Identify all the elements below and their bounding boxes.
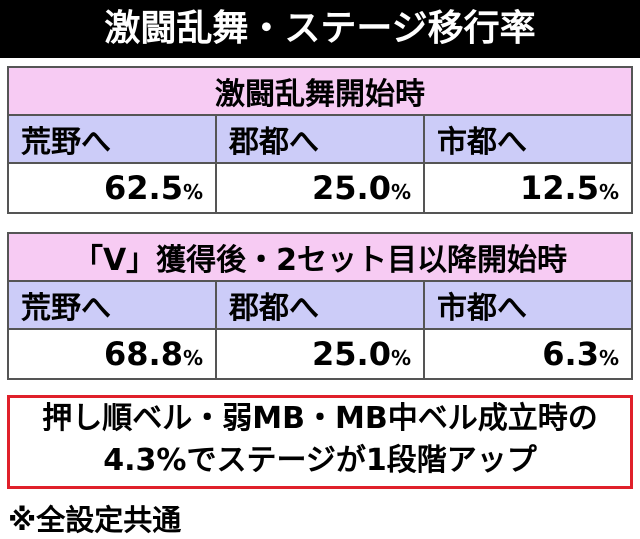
title: 激闘乱舞・ステージ移行率 [0, 0, 640, 58]
column-label: 荒野へ [7, 280, 217, 330]
value-unit: % [390, 346, 411, 370]
column-label: 市都へ [423, 280, 633, 330]
footnote: ※全設定共通 [8, 503, 182, 537]
note-line: 押し順ベル・弱MB・MB中ベル成立時の [42, 401, 598, 436]
value-unit: % [390, 180, 411, 204]
column-row: 荒野へ 郡都へ 市都へ [7, 114, 633, 164]
value-row: 68.8% 25.0% 6.3% [7, 328, 633, 380]
value-number: 12.5 [520, 169, 599, 207]
table-title: 「V」獲得後・2セット目以降開始時 [7, 232, 633, 282]
value-cell: 25.0% [215, 162, 425, 214]
value-row: 62.5% 25.0% 12.5% [7, 162, 633, 214]
value-number: 25.0 [312, 335, 391, 373]
value-unit: % [598, 180, 619, 204]
table: 激闘乱舞開始時 荒野へ 郡都へ 市都へ 62.5% 25.0% 12.5% [7, 66, 633, 214]
value-cell: 12.5% [423, 162, 633, 214]
value-unit: % [182, 180, 203, 204]
column-label: 荒野へ [7, 114, 217, 164]
table-header-row: 「V」獲得後・2セット目以降開始時 [7, 232, 633, 282]
value-cell: 68.8% [7, 328, 217, 380]
value-cell: 62.5% [7, 162, 217, 214]
table: 「V」獲得後・2セット目以降開始時 荒野へ 郡都へ 市都へ 68.8% 25.0% 6.3% [7, 232, 633, 380]
value-unit: % [598, 346, 619, 370]
value-unit: % [182, 346, 203, 370]
value-number: 25.0 [312, 169, 391, 207]
value-number: 62.5 [104, 169, 183, 207]
value-cell: 25.0% [215, 328, 425, 380]
note-line: 4.3%でステージが1段階アップ [103, 443, 537, 478]
column-label: 市都へ [423, 114, 633, 164]
note-box: 押し順ベル・弱MB・MB中ベル成立時の 4.3%でステージが1段階アップ [7, 395, 633, 489]
table-header-row: 激闘乱舞開始時 [7, 66, 633, 116]
value-number: 68.8 [104, 335, 183, 373]
column-label: 郡都へ [215, 280, 425, 330]
value-cell: 6.3% [423, 328, 633, 380]
column-label: 郡都へ [215, 114, 425, 164]
table-title: 激闘乱舞開始時 [7, 66, 633, 116]
column-row: 荒野へ 郡都へ 市都へ [7, 280, 633, 330]
value-number: 6.3 [542, 335, 599, 373]
